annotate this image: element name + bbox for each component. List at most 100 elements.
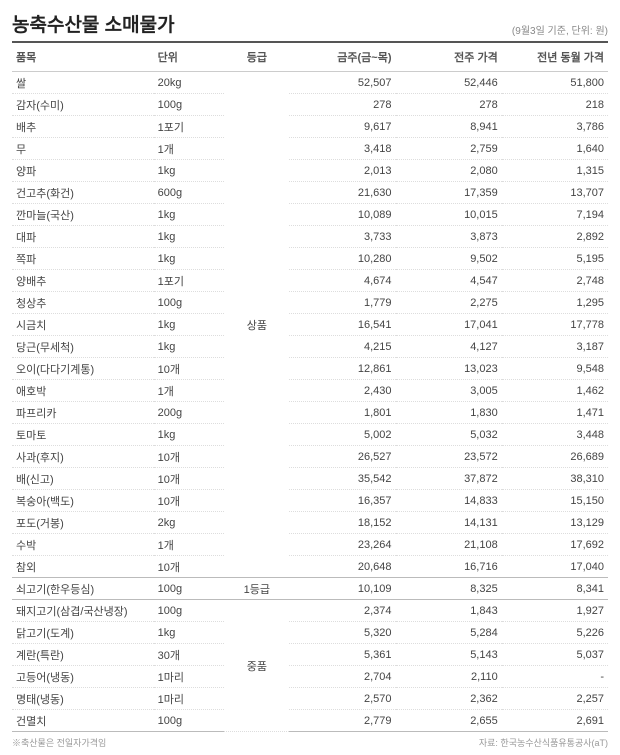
table-row: 깐마늘(국산)1kg10,08910,0157,194 [12,204,608,226]
cell-item: 명태(냉동) [12,688,154,710]
cell-item: 참외 [12,556,154,578]
cell-unit: 1개 [154,534,225,556]
cell-unit: 30개 [154,644,225,666]
cell-grade: 중품 [224,600,289,732]
cell-value: 1,315 [502,160,608,182]
cell-item: 포도(거봉) [12,512,154,534]
cell-item: 무 [12,138,154,160]
cell-value: 278 [396,94,502,116]
cell-value: 5,002 [289,424,395,446]
col-lastweek: 전주 가격 [396,42,502,72]
cell-value: 5,032 [396,424,502,446]
cell-unit: 1kg [154,204,225,226]
cell-value: 51,800 [502,72,608,94]
cell-unit: 20kg [154,72,225,94]
cell-unit: 1포기 [154,270,225,292]
cell-item: 애호박 [12,380,154,402]
cell-value: 4,215 [289,336,395,358]
table-row: 쌀20kg상품52,50752,44651,800 [12,72,608,94]
cell-value: 2,013 [289,160,395,182]
table-row: 토마토1kg5,0025,0323,448 [12,424,608,446]
cell-value: 9,502 [396,248,502,270]
cell-value: 4,674 [289,270,395,292]
cell-value: 3,005 [396,380,502,402]
cell-value: 26,689 [502,446,608,468]
cell-unit: 100g [154,600,225,622]
table-row: 포도(거봉)2kg18,15214,13113,129 [12,512,608,534]
cell-value: 2,257 [502,688,608,710]
cell-unit: 1kg [154,336,225,358]
cell-value: 1,801 [289,402,395,424]
cell-value: 26,527 [289,446,395,468]
cell-unit: 10개 [154,446,225,468]
cell-unit: 600g [154,182,225,204]
cell-value: 10,280 [289,248,395,270]
col-thisweek: 금주(금~목) [289,42,395,72]
cell-value: 278 [289,94,395,116]
col-unit: 단위 [154,42,225,72]
table-row: 사과(후지)10개26,52723,57226,689 [12,446,608,468]
cell-item: 건멸치 [12,710,154,732]
cell-value: 20,648 [289,556,395,578]
cell-value: 21,630 [289,182,395,204]
cell-value: 21,108 [396,534,502,556]
table-row: 대파1kg3,7333,8732,892 [12,226,608,248]
cell-unit: 1마리 [154,688,225,710]
cell-unit: 1개 [154,380,225,402]
cell-item: 돼지고기(삼겹/국산냉장) [12,600,154,622]
cell-value: 13,129 [502,512,608,534]
cell-value: 5,361 [289,644,395,666]
table-row: 오이(다다기계통)10개12,86113,0239,548 [12,358,608,380]
table-row: 건고추(화건)600g21,63017,35913,707 [12,182,608,204]
cell-value: 218 [502,94,608,116]
table-row: 무1개3,4182,7591,640 [12,138,608,160]
cell-value: 5,143 [396,644,502,666]
cell-value: 18,152 [289,512,395,534]
cell-value: 3,873 [396,226,502,248]
cell-item: 건고추(화건) [12,182,154,204]
cell-value: 3,448 [502,424,608,446]
cell-item: 배(신고) [12,468,154,490]
page-title: 농축수산물 소매물가 [12,10,175,37]
table-row: 쪽파1kg10,2809,5025,195 [12,248,608,270]
table-row: 파프리카200g1,8011,8301,471 [12,402,608,424]
cell-value: 2,080 [396,160,502,182]
cell-item: 당근(무세척) [12,336,154,358]
cell-value: 2,430 [289,380,395,402]
cell-grade: 1등급 [224,578,289,600]
cell-item: 배추 [12,116,154,138]
cell-value: 4,547 [396,270,502,292]
cell-item: 오이(다다기계통) [12,358,154,380]
cell-value: 2,704 [289,666,395,688]
table-row: 복숭아(백도)10개16,35714,83315,150 [12,490,608,512]
cell-value: 5,284 [396,622,502,644]
table-row: 건멸치100g2,7792,6552,691 [12,710,608,732]
cell-value: 1,640 [502,138,608,160]
cell-item: 양배추 [12,270,154,292]
cell-unit: 100g [154,578,225,600]
cell-value: 17,040 [502,556,608,578]
cell-value: 2,779 [289,710,395,732]
cell-value: 2,748 [502,270,608,292]
cell-value: 2,892 [502,226,608,248]
source: 자료: 한국농수산식품유통공사(aT) [479,736,608,749]
cell-value: 14,131 [396,512,502,534]
cell-value: 52,446 [396,72,502,94]
cell-value: 9,548 [502,358,608,380]
table-row: 배추1포기9,6178,9413,786 [12,116,608,138]
cell-value: 4,127 [396,336,502,358]
table-row: 닭고기(도계)1kg5,3205,2845,226 [12,622,608,644]
cell-item: 사과(후지) [12,446,154,468]
cell-value: 2,655 [396,710,502,732]
cell-unit: 1포기 [154,116,225,138]
cell-value: 10,089 [289,204,395,226]
cell-item: 수박 [12,534,154,556]
cell-value: 3,418 [289,138,395,160]
cell-value: 1,471 [502,402,608,424]
cell-unit: 10개 [154,556,225,578]
cell-value: 38,310 [502,468,608,490]
cell-unit: 1마리 [154,666,225,688]
subtitle: (9월3일 기준, 단위: 원) [512,22,608,37]
cell-value: 3,733 [289,226,395,248]
cell-item: 고등어(냉동) [12,666,154,688]
